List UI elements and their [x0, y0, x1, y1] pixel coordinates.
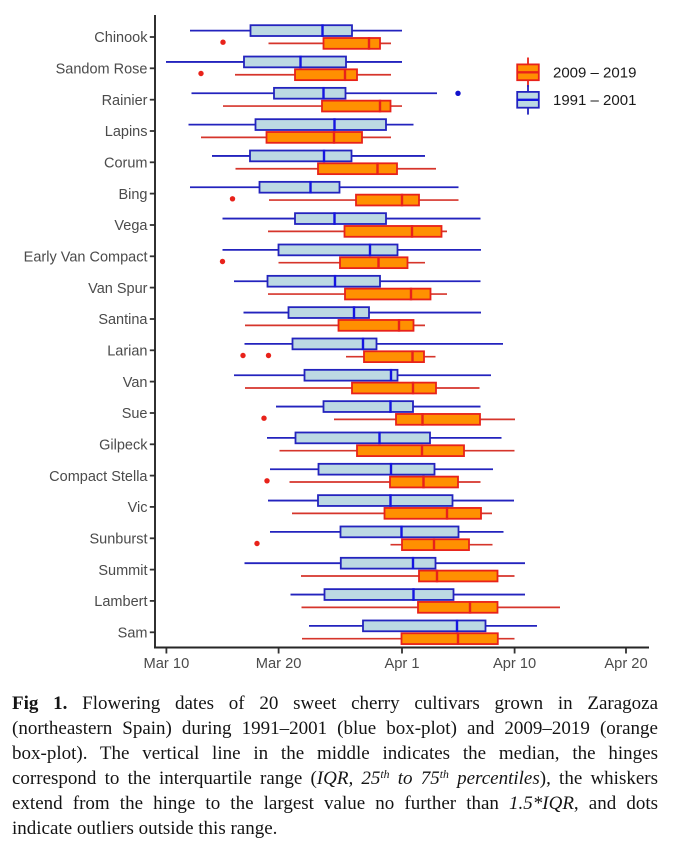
svg-text:Larian: Larian	[107, 344, 147, 360]
svg-text:Gilpeck: Gilpeck	[99, 438, 148, 454]
svg-text:Sue: Sue	[122, 406, 148, 422]
svg-text:1991 – 2001: 1991 – 2001	[553, 92, 636, 109]
svg-text:Apr 1: Apr 1	[384, 656, 419, 672]
svg-text:Sunburst: Sunburst	[89, 532, 147, 548]
svg-text:Rainier: Rainier	[102, 93, 148, 109]
svg-text:Vega: Vega	[114, 218, 148, 234]
svg-text:Van: Van	[123, 375, 148, 391]
svg-text:Apr 20: Apr 20	[604, 656, 647, 672]
svg-text:Sam: Sam	[118, 626, 148, 642]
svg-text:Summit: Summit	[98, 563, 147, 579]
svg-text:Corum: Corum	[104, 156, 148, 172]
svg-text:Chinook: Chinook	[94, 30, 148, 46]
svg-text:Sandom Rose: Sandom Rose	[56, 62, 148, 78]
svg-text:2009 – 2019: 2009 – 2019	[553, 64, 636, 81]
svg-text:Santina: Santina	[98, 312, 148, 328]
svg-text:Early Van Compact: Early Van Compact	[24, 250, 148, 266]
svg-text:Vic: Vic	[128, 500, 148, 516]
svg-text:Compact Stella: Compact Stella	[49, 469, 148, 485]
svg-text:Van Spur: Van Spur	[88, 281, 148, 297]
svg-text:Bing: Bing	[118, 187, 147, 203]
svg-text:Lambert: Lambert	[94, 594, 147, 610]
svg-text:Lapins: Lapins	[105, 124, 148, 140]
svg-text:Mar 10: Mar 10	[144, 656, 190, 672]
svg-text:Mar 20: Mar 20	[256, 656, 302, 672]
svg-text:Apr 10: Apr 10	[493, 656, 536, 672]
